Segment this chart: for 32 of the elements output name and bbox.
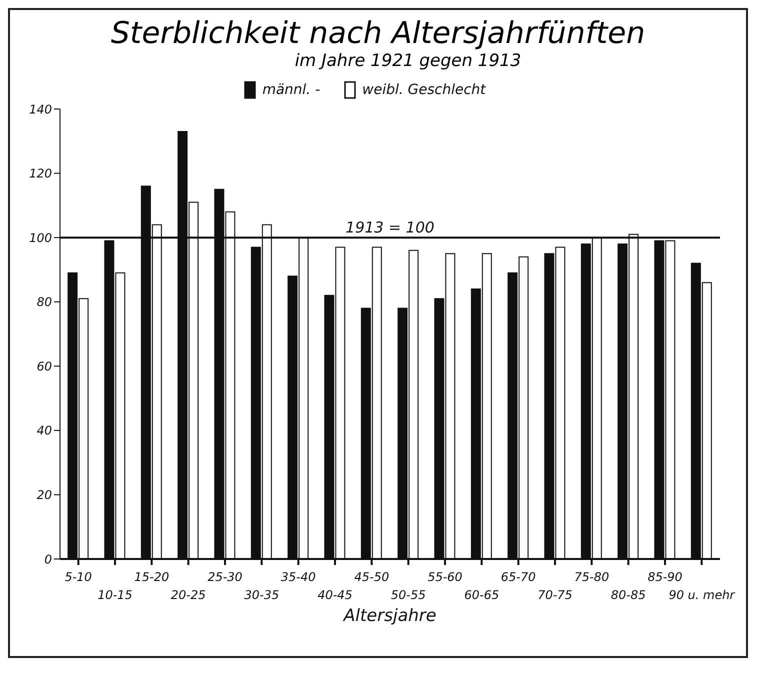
x-tick-label: 55-60 xyxy=(428,570,463,584)
x-tick-label: 35-40 xyxy=(280,570,316,584)
x-tick-label: 45-50 xyxy=(354,570,390,584)
x-axis-title: Altersjahre xyxy=(342,606,436,626)
x-tick-label: 60-65 xyxy=(464,588,500,602)
y-tick-label: 100 xyxy=(29,230,52,245)
x-tick-label: 50-55 xyxy=(390,588,426,602)
y-tick-label: 140 xyxy=(29,102,52,116)
y-tick-label: 120 xyxy=(29,166,52,181)
x-tick-label: 85-90 xyxy=(648,570,683,584)
x-tick-label: 10-15 xyxy=(98,588,132,602)
chart-subtitle: im Jahre 1921 gegen 1913 xyxy=(294,51,522,71)
chart-title: Sterblichkeit nach Altersjahrfünften xyxy=(110,16,646,51)
y-tick-label: 40 xyxy=(36,424,52,438)
x-tick-label: 25-30 xyxy=(208,570,243,584)
x-tick-label: 5-10 xyxy=(64,570,92,584)
x-tick-label: 65-70 xyxy=(500,570,536,584)
legend-label: männl. - xyxy=(262,82,320,98)
y-tick-label: 80 xyxy=(36,295,52,310)
x-tick-label: 90 u. mehr xyxy=(668,588,736,602)
y-tick-label: 0 xyxy=(44,552,52,566)
x-tick-label: 80-85 xyxy=(610,588,646,602)
legend-label: weibl. Geschlecht xyxy=(362,82,486,98)
x-tick-label: 20-25 xyxy=(170,588,206,602)
x-tick-label: 15-20 xyxy=(134,570,170,584)
x-tick-label: 75-80 xyxy=(574,570,610,584)
y-tick-label: 60 xyxy=(36,359,52,374)
x-tick-label: 40-45 xyxy=(318,588,352,602)
x-tick-label: 30-35 xyxy=(244,588,280,602)
ref-line-label: 1913 = 100 xyxy=(346,218,434,237)
x-tick-label: 70-75 xyxy=(538,588,572,602)
y-tick-label: 20 xyxy=(36,488,52,502)
